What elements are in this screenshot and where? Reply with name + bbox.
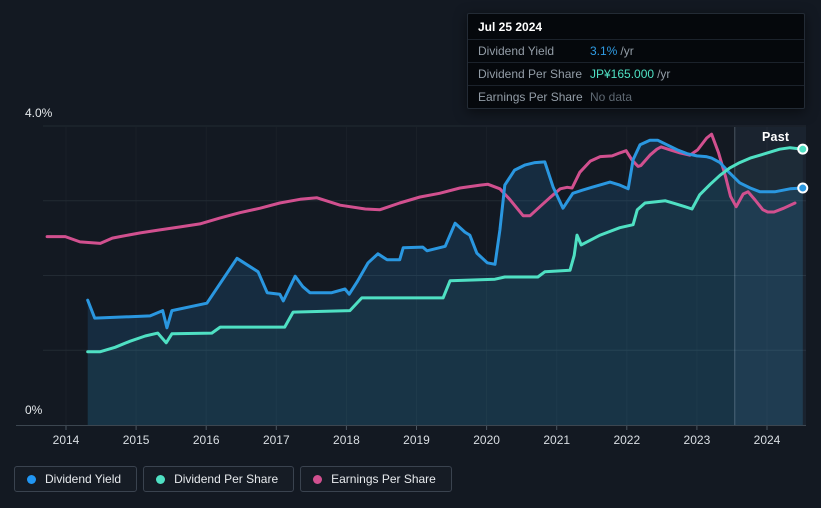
x-tick-label: 2023 — [684, 433, 711, 447]
chart-legend: Dividend Yield Dividend Per Share Earnin… — [14, 466, 452, 492]
legend-label: Dividend Per Share — [174, 472, 279, 486]
line-dividend-per-share — [86, 146, 805, 354]
tooltip-row-dividend-yield: Dividend Yield 3.1% /yr — [468, 39, 804, 62]
legend-item-dividend-yield[interactable]: Dividend Yield — [14, 466, 138, 492]
x-tick-label: 2021 — [543, 433, 570, 447]
y-axis-max-label: 4.0% — [25, 106, 53, 120]
x-tick-label: 2016 — [193, 433, 220, 447]
y-axis-min-label: 0% — [25, 403, 43, 417]
tooltip-value: No data — [590, 90, 633, 104]
end-marker-dividend-yield — [797, 182, 809, 194]
tooltip-label: Dividend Yield — [478, 44, 555, 58]
dividend-yield-dot-icon — [27, 474, 36, 484]
past-region-label: Past — [762, 130, 790, 144]
x-tick-label: 2015 — [123, 433, 150, 447]
tooltip-date: Jul 25 2024 — [478, 20, 543, 34]
tooltip-label: Earnings Per Share — [478, 90, 583, 104]
x-tick-label: 2024 — [754, 433, 781, 447]
chart-tooltip: Jul 25 2024 Dividend Yield 3.1% /yr Divi… — [467, 13, 805, 109]
legend-label: Earnings Per Share — [331, 472, 436, 486]
tooltip-row-earnings-per-share: Earnings Per Share No data — [468, 85, 804, 108]
past-region — [734, 127, 806, 425]
x-tick-label: 2017 — [263, 433, 290, 447]
x-tick-label: 2018 — [333, 433, 360, 447]
legend-item-earnings-per-share[interactable]: Earnings Per Share — [300, 466, 452, 492]
tooltip-label: Dividend Per Share — [478, 67, 583, 81]
area-dividend-yield — [87, 140, 803, 425]
area-dividend-per-share — [87, 147, 803, 425]
dividend-per-share-dot-icon — [156, 474, 166, 484]
x-tick-label: 2014 — [53, 433, 80, 447]
tooltip-unit: /yr — [620, 44, 634, 58]
legend-item-dividend-per-share[interactable]: Dividend Per Share — [143, 466, 295, 492]
tooltip-row-dividend-per-share: Dividend Per Share JP¥165.000 /yr — [468, 62, 804, 85]
x-tick-label: 2020 — [473, 433, 500, 447]
legend-label: Dividend Yield — [45, 472, 122, 486]
x-tick-label: 2022 — [613, 433, 640, 447]
tooltip-unit: /yr — [657, 67, 671, 81]
tooltip-value: JP¥165.000 — [590, 67, 655, 81]
x-tick-label: 2019 — [403, 433, 430, 447]
end-marker-dividend-per-share — [797, 143, 809, 155]
earnings-per-share-dot-icon — [313, 474, 323, 484]
tooltip-value: 3.1% — [590, 44, 618, 58]
line-dividend-yield — [86, 138, 805, 330]
dividend-history-chart[interactable]: 2014 2015 2016 2017 2018 2019 2020 2021 2022 2023… — [0, 0, 821, 452]
